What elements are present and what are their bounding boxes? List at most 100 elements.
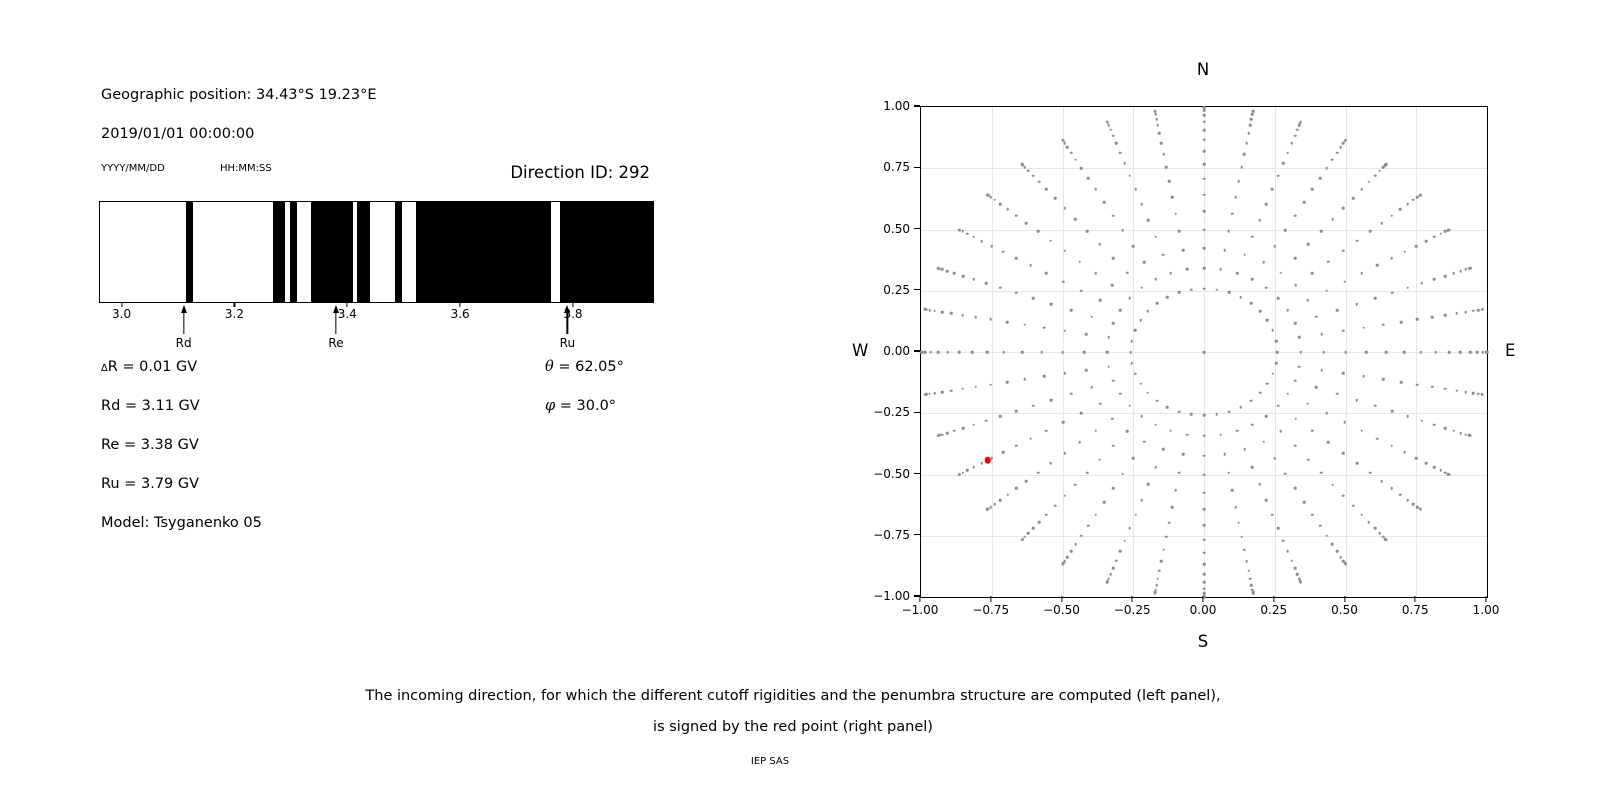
direction-dot — [1273, 456, 1277, 460]
direction-dot — [1342, 206, 1345, 210]
direction-dot — [1202, 105, 1206, 109]
direction-dot — [1036, 230, 1040, 233]
direction-dot — [1271, 329, 1275, 332]
direction-dot — [1343, 420, 1346, 424]
direction-dot — [1086, 176, 1090, 180]
direction-dot — [1131, 456, 1135, 460]
direction-dot — [1166, 405, 1169, 409]
x-axis-tick-label: −0.75 — [972, 603, 1010, 617]
direction-dot — [1158, 569, 1161, 572]
direction-dot — [1109, 128, 1112, 131]
direction-dot — [1239, 295, 1242, 299]
direction-dot — [936, 266, 940, 270]
direction-dot — [1020, 350, 1024, 354]
direction-dot — [1086, 524, 1090, 528]
direction-dot — [1433, 423, 1436, 426]
direction-dot — [1251, 588, 1254, 591]
direction-dot — [1121, 229, 1125, 232]
direction-dot — [1342, 329, 1345, 333]
direction-dot — [1276, 404, 1280, 408]
x-axis-tick-label: −0.25 — [1113, 603, 1151, 617]
direction-dot — [1202, 193, 1206, 196]
direction-dot — [1006, 493, 1009, 497]
direction-dot — [945, 431, 949, 435]
direction-dot — [1202, 138, 1206, 142]
direction-dot — [974, 385, 977, 389]
direction-dot — [1406, 414, 1409, 418]
selected-direction-point — [984, 456, 991, 464]
direction-dot — [940, 390, 944, 394]
direction-dot — [1001, 250, 1005, 253]
direction-dot — [990, 456, 994, 460]
direction-dot — [1083, 350, 1086, 354]
direction-dot — [1266, 318, 1269, 322]
direction-dot — [1130, 339, 1134, 343]
direction-dot — [1154, 235, 1157, 239]
direction-dot — [1202, 473, 1206, 476]
direction-dot — [1066, 145, 1069, 149]
direction-dot — [1037, 180, 1041, 184]
direction-dot — [1063, 451, 1066, 455]
direction-dot — [1485, 350, 1489, 354]
direction-dot — [1189, 413, 1193, 416]
direction-dot — [1234, 505, 1237, 509]
direction-dot — [1202, 491, 1206, 494]
direction-dot — [1014, 487, 1018, 490]
direction-dot — [1227, 410, 1231, 413]
direction-dot — [933, 309, 937, 313]
direction-dot — [1299, 120, 1303, 124]
direction-dot — [1444, 230, 1447, 233]
time-format-hint: HH:MM:SS — [220, 163, 272, 174]
direction-dot — [1111, 487, 1115, 490]
direction-dot — [1355, 239, 1359, 242]
direction-dot — [1419, 193, 1423, 196]
direction-dot — [1235, 429, 1239, 433]
rigidity-tick-label: 3.6 — [450, 307, 470, 321]
direction-dot — [1063, 559, 1066, 563]
direction-dot — [1293, 214, 1297, 217]
direction-dot — [1050, 398, 1053, 402]
direction-dot — [1102, 500, 1106, 504]
direction-dot — [1234, 195, 1237, 199]
direction-dot — [1147, 482, 1150, 486]
direction-dot — [1293, 487, 1297, 490]
direction-dot — [1031, 527, 1035, 530]
direction-dot — [1202, 109, 1206, 113]
direction-dot — [1114, 142, 1118, 145]
credit-text: IEP SAS — [750, 756, 790, 767]
direction-dot — [1023, 323, 1027, 326]
direction-dot — [1251, 113, 1254, 116]
direction-dot — [1099, 298, 1102, 302]
direction-dot — [1161, 448, 1165, 451]
direction-dot — [1274, 339, 1278, 343]
direction-dot — [1360, 271, 1363, 275]
direction-dot — [1014, 291, 1018, 295]
arrow-up-icon — [333, 305, 339, 313]
direction-dot — [1049, 462, 1052, 465]
direction-dot — [1296, 128, 1299, 131]
direction-dot — [1063, 371, 1066, 375]
direction-dot — [1464, 268, 1468, 271]
direction-dot — [1360, 513, 1363, 516]
direction-dot — [1118, 308, 1122, 312]
direction-dot — [1271, 513, 1274, 517]
direction-dot — [950, 389, 953, 392]
direction-dot — [1111, 417, 1114, 420]
direction-dot — [1275, 350, 1279, 354]
direction-dot — [1025, 221, 1028, 225]
direction-dot — [1293, 567, 1297, 570]
direction-dot — [1390, 409, 1394, 413]
direction-dot — [1390, 291, 1394, 295]
direction-dot — [928, 392, 931, 396]
direction-dot — [1247, 569, 1250, 572]
direction-dot — [1302, 200, 1306, 204]
direction-dot — [1290, 142, 1294, 145]
direction-dot — [1320, 332, 1324, 336]
direction-dot — [1477, 392, 1480, 396]
direction-dot — [1380, 479, 1383, 483]
arrow-shaft — [182, 312, 185, 334]
direction-dot — [1335, 151, 1339, 154]
direction-dot — [1351, 196, 1355, 200]
direction-dot — [1080, 411, 1083, 415]
direction-dot — [1390, 214, 1394, 217]
